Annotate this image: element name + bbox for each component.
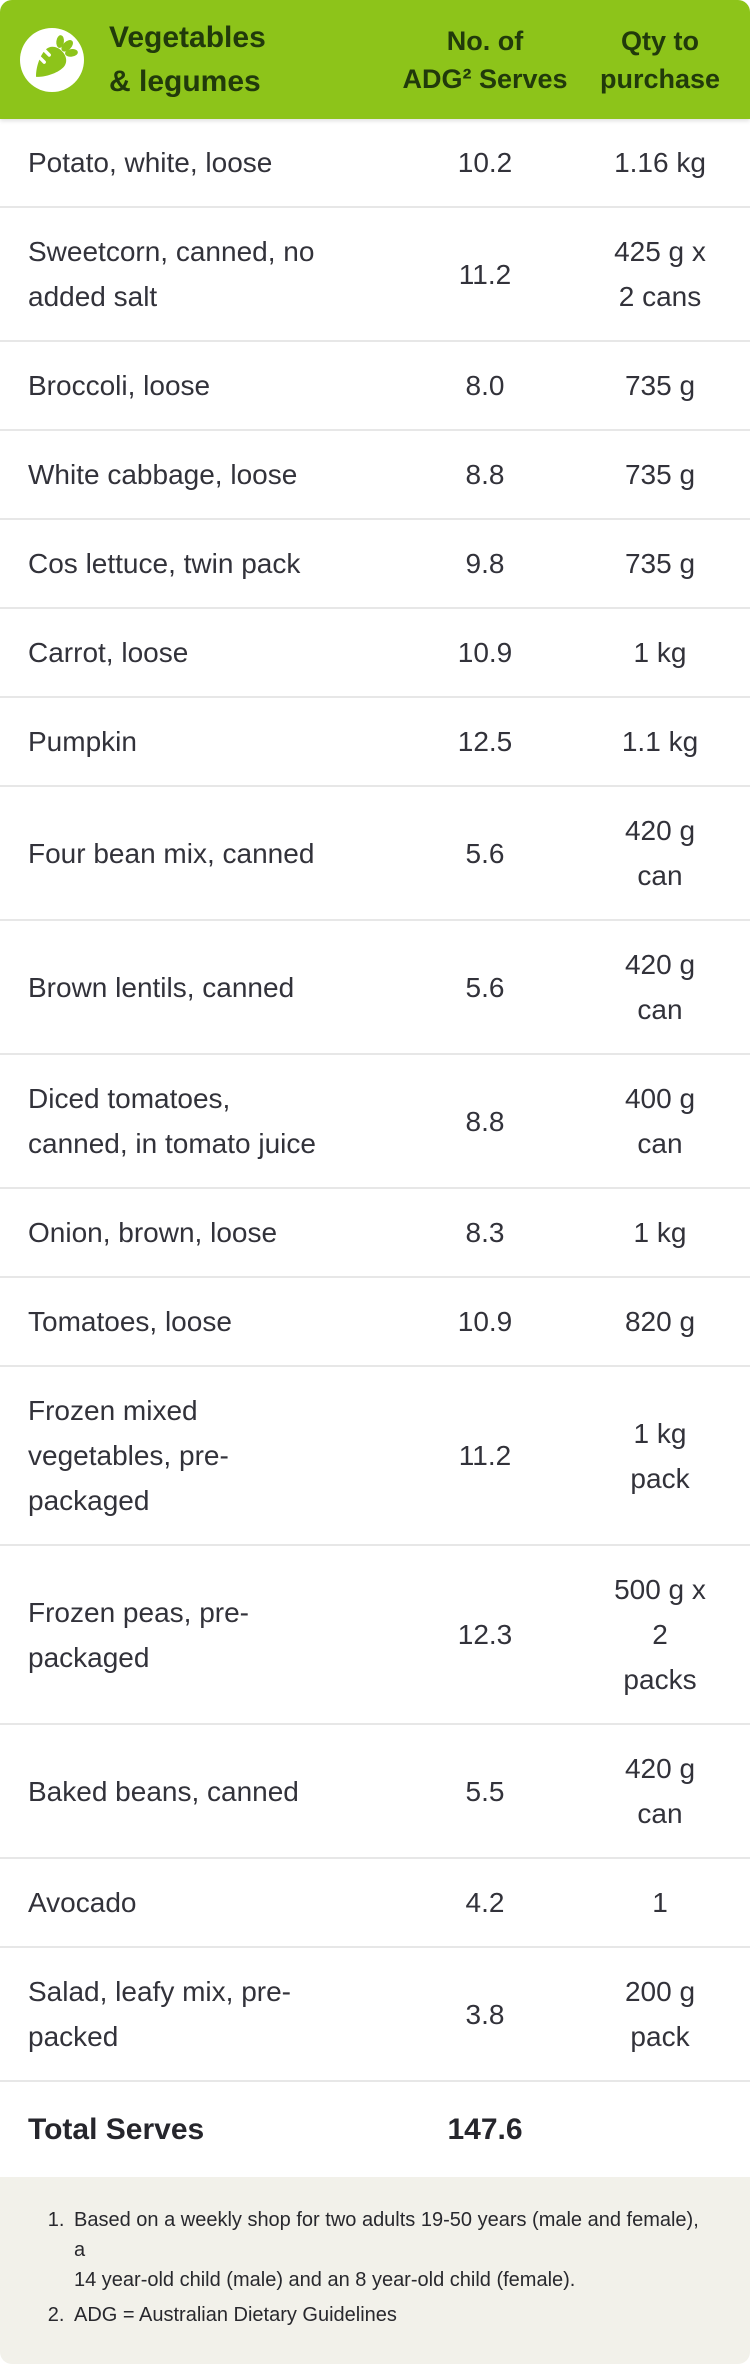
table-row: Diced tomatoes, canned, in tomato juice … <box>0 1053 750 1187</box>
table-row: Brown lentils, canned 5.6 420 g can <box>0 919 750 1053</box>
footnote-list: Based on a weekly shop for two adults 19… <box>44 2205 712 2330</box>
item-name: Potato, white, loose <box>28 147 273 178</box>
table-row: Sweetcorn, canned, no added salt 11.2 42… <box>0 206 750 340</box>
table-row: Baked beans, canned 5.5 420 g can <box>0 1723 750 1857</box>
item-serves-value: 10.2 <box>457 147 513 178</box>
table-row: Broccoli, loose 8.0 735 g <box>0 340 750 429</box>
footnote-item: ADG = Australian Dietary Guidelines <box>70 2300 712 2330</box>
item-qty: 1.1 kg <box>621 726 699 757</box>
item-serves-value: 5.6 <box>465 837 505 869</box>
item-serves-value: 8.3 <box>465 1217 505 1248</box>
item-name: Broccoli, loose <box>28 370 211 401</box>
item-name: Diced tomatoes, canned, in tomato juice <box>28 1083 316 1159</box>
table-row: Four bean mix, canned 5.6 420 g can <box>0 785 750 919</box>
footnotes: Based on a weekly shop for two adults 19… <box>0 2177 750 2364</box>
item-qty: 200 g pack <box>624 1976 696 2052</box>
item-qty: 1 kg pack <box>630 1417 690 1494</box>
item-qty: 735 g <box>624 370 696 401</box>
table-row: Tomatoes, loose 10.9 820 g <box>0 1276 750 1365</box>
item-qty: 500 g x 2 packs <box>614 1574 706 1695</box>
column-header-serves: No. of ADG² Serves <box>402 25 568 94</box>
item-name: Frozen mixed vegetables, pre- packaged <box>28 1395 229 1516</box>
item-name: Avocado <box>28 1887 137 1918</box>
item-serves-value: 5.5 <box>465 1775 505 1807</box>
item-serves-value: 4.2 <box>465 1887 505 1918</box>
item-name: Four bean mix, canned <box>28 837 315 869</box>
item-qty: 735 g <box>624 548 696 579</box>
category-header-left: Vegetables & legumes <box>0 16 400 104</box>
item-name: Brown lentils, canned <box>28 971 295 1003</box>
item-serves-value: 9.8 <box>465 548 505 579</box>
item-name: Pumpkin <box>28 726 137 757</box>
table-row: Frozen mixed vegetables, pre- packaged 1… <box>0 1365 750 1544</box>
footnote-item: Based on a weekly shop for two adults 19… <box>70 2205 712 2295</box>
table-row: Onion, brown, loose 8.3 1 kg <box>0 1187 750 1276</box>
item-name: Baked beans, canned <box>28 1775 299 1807</box>
item-serves-value: 11.2 <box>458 1440 512 1471</box>
item-qty: 1 <box>652 1887 668 1918</box>
item-name: Sweetcorn, canned, no added salt <box>28 236 315 312</box>
item-qty: 400 g can <box>624 1083 696 1159</box>
item-name: Salad, leafy mix, pre- packed <box>28 1976 291 2052</box>
item-serves-value: 10.9 <box>457 1306 513 1337</box>
table-row: Potato, white, loose 10.2 1.16 kg <box>0 119 750 206</box>
item-qty: 1.16 kg <box>614 147 706 178</box>
total-label: Total Serves <box>28 2113 205 2146</box>
item-serves-value: 8.0 <box>465 370 505 401</box>
table-row: Pumpkin 12.5 1.1 kg <box>0 696 750 785</box>
item-qty: 420 g can <box>624 815 696 891</box>
item-name: White cabbage, loose <box>28 459 298 490</box>
table-row: Avocado 4.2 1 <box>0 1857 750 1946</box>
table-body: Potato, white, loose 10.2 1.16 kg Sweetc… <box>0 119 750 2080</box>
item-name: Frozen peas, pre- packaged <box>28 1596 249 1673</box>
item-serves-value: 8.8 <box>465 459 505 490</box>
item-serves-value: 11.2 <box>458 258 512 290</box>
item-serves-value: 12.3 <box>457 1619 513 1650</box>
total-row: Total Serves 147.6 <box>0 2080 750 2177</box>
carrot-icon <box>20 27 84 92</box>
table-row: Salad, leafy mix, pre- packed 3.8 200 g … <box>0 1946 750 2080</box>
item-qty: 425 g x 2 cans <box>614 236 706 312</box>
item-qty: 420 g can <box>624 1753 696 1829</box>
table-row: White cabbage, loose 8.8 735 g <box>0 429 750 518</box>
item-qty: 735 g <box>624 459 696 490</box>
item-qty: 420 g can <box>624 949 696 1025</box>
item-serves-value: 10.9 <box>457 637 513 668</box>
item-name: Carrot, loose <box>28 637 189 668</box>
item-serves-value: 5.6 <box>465 971 505 1003</box>
table-row: Carrot, loose 10.9 1 kg <box>0 607 750 696</box>
category-title: Vegetables & legumes <box>109 20 266 98</box>
item-qty: 1 kg <box>633 1217 687 1248</box>
category-header: Vegetables & legumes No. of ADG² Serves … <box>0 0 750 119</box>
item-name: Cos lettuce, twin pack <box>28 548 301 579</box>
item-name: Tomatoes, loose <box>28 1306 232 1337</box>
item-serves-value: 12.5 <box>457 726 513 757</box>
table-row: Frozen peas, pre- packaged 12.3 500 g x … <box>0 1544 750 1723</box>
item-serves-value: 8.8 <box>465 1105 505 1137</box>
total-serves-value: 147.6 <box>447 2112 523 2146</box>
item-serves-value: 3.8 <box>465 1998 505 2030</box>
item-qty: 820 g <box>624 1306 696 1337</box>
column-header-qty: Qty to purchase <box>599 25 721 94</box>
table-row: Cos lettuce, twin pack 9.8 735 g <box>0 518 750 607</box>
item-qty: 1 kg <box>633 637 687 668</box>
item-name: Onion, brown, loose <box>28 1217 278 1248</box>
